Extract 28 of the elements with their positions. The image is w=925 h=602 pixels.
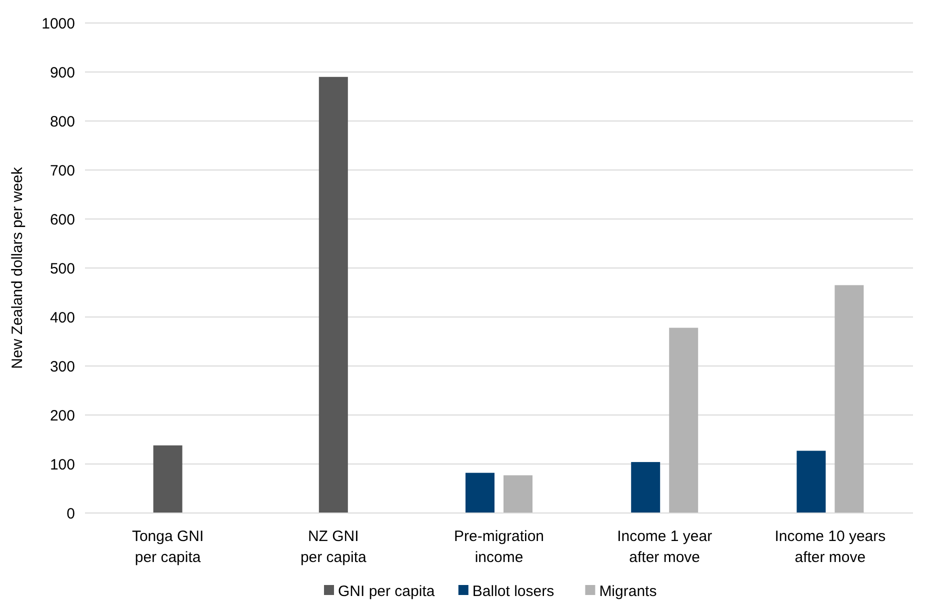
y-tick-label: 500 — [50, 260, 75, 278]
y-tick-label: 600 — [50, 211, 75, 228]
y-tick-label: 100 — [50, 456, 75, 474]
y-tick-label: 1000 — [42, 15, 75, 32]
bar — [318, 76, 348, 513]
bar — [796, 450, 826, 513]
x-tick-label: Income 1 year after move — [617, 528, 712, 566]
legend-label: GNI per capita — [338, 583, 436, 600]
bar — [466, 472, 494, 513]
bar — [504, 475, 532, 513]
y-tick-label: 0 — [66, 505, 75, 522]
bar — [834, 285, 864, 513]
x-tick-label: Tonga GNI per capita — [132, 528, 204, 566]
x-tick-label: Pre-migration income — [454, 528, 544, 566]
bar — [669, 328, 698, 513]
y-tick-label: 900 — [50, 64, 75, 82]
legend-label: Migrants — [599, 583, 657, 600]
legend-label: Ballot losers — [472, 583, 554, 600]
y-tick-label: 700 — [50, 162, 75, 180]
bar — [153, 445, 182, 513]
x-tick-label: Income 10 years after move — [774, 528, 886, 566]
bar — [631, 462, 660, 513]
y-tick-label: 300 — [50, 358, 75, 376]
y-tick-label: 400 — [50, 309, 75, 326]
y-axis-title: New Zealand dollars per week — [9, 166, 26, 369]
y-tick-label: 800 — [50, 113, 75, 130]
x-tick-label: NZ GNI per capita — [300, 528, 367, 566]
y-tick-label: 200 — [50, 407, 75, 424]
